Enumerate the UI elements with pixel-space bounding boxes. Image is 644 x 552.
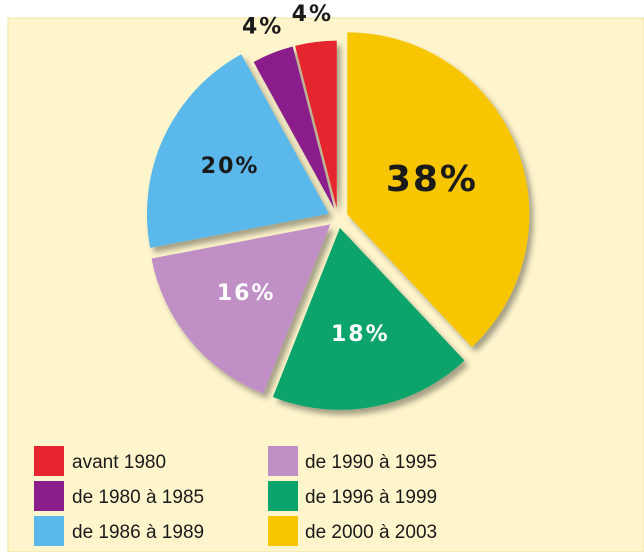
pie-slice [151,224,331,394]
legend-label: de 1990 à 1995 [305,452,437,473]
labels: 4% 4% 20% 16% 18% 38% [201,2,478,347]
legend: avant 1980 de 1980 à 1985 de 1986 à 1989 de… [34,446,437,546]
legend-swatch [268,516,298,546]
legend-swatch [268,481,298,511]
pie [146,32,530,410]
legend-label: de 1996 à 1999 [305,487,437,508]
legend-swatch [34,481,64,511]
pie-slice [146,54,329,248]
slice-label: 38% [386,159,478,200]
pie-slice [347,32,530,347]
slice-label: 18% [331,322,390,347]
legend-label: de 1986 à 1989 [72,522,204,543]
slice-label: 16% [217,281,276,306]
slice-label: 4% [292,2,333,27]
legend-label: de 1980 à 1985 [72,487,204,508]
pie-slice [272,227,465,410]
slice-label: 20% [201,154,260,179]
legend-label: de 2000 à 2003 [305,522,437,543]
slice-label: 4% [242,15,283,40]
legend-label: avant 1980 [72,452,166,473]
pie-slice [295,40,337,209]
legend-swatch [34,516,64,546]
pie-slice [253,46,335,209]
legend-swatch [268,446,298,476]
legend-swatch [34,446,64,476]
